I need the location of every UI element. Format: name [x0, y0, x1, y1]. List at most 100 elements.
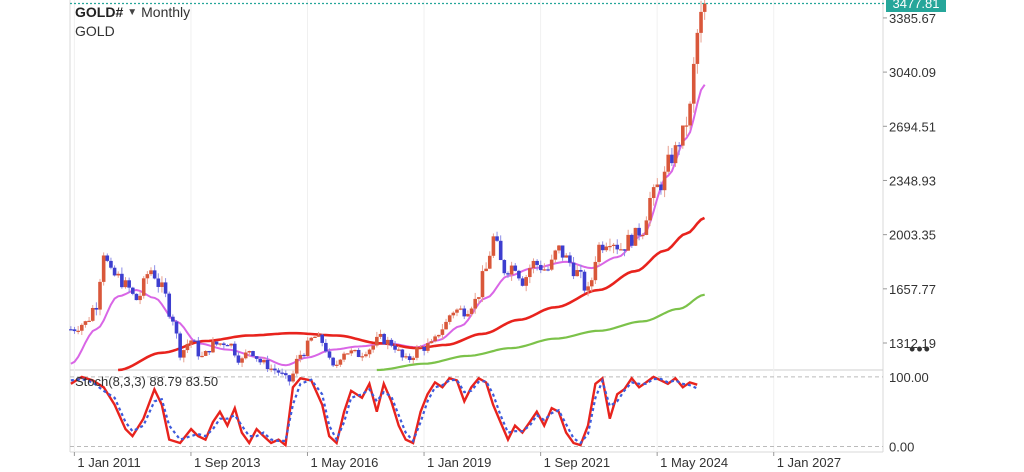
- candle-body: [422, 346, 426, 351]
- candle-body: [506, 273, 510, 275]
- candle-body: [695, 32, 700, 64]
- candle-body: [520, 278, 525, 286]
- candle-body: [214, 341, 219, 345]
- candle-body: [174, 321, 179, 334]
- candle-body: [684, 125, 689, 127]
- candle-body: [568, 255, 572, 263]
- time-tick-label: 1 May 2016: [310, 455, 378, 470]
- price-tick-label: 3040.09: [889, 65, 936, 80]
- candle-body: [211, 341, 215, 353]
- price-tick-label: 2003.35: [889, 228, 936, 243]
- candle-body: [269, 368, 274, 370]
- candle-body: [225, 345, 230, 347]
- stoch-tick-label: 100.00: [889, 370, 929, 385]
- candle-body: [375, 336, 379, 346]
- candle-body: [651, 187, 656, 198]
- candle-body: [254, 356, 259, 359]
- candle-body: [313, 336, 317, 338]
- candle-body: [149, 270, 153, 275]
- candle-body: [462, 308, 467, 317]
- candle-body: [327, 351, 332, 358]
- main-plot-area[interactable]: [70, 0, 883, 370]
- time-tick-label: 1 Jan 2027: [777, 455, 841, 470]
- candle-body: [309, 337, 314, 341]
- candle-body: [436, 334, 441, 337]
- candle-body: [404, 356, 408, 358]
- candle-body: [382, 333, 386, 345]
- candle-body: [637, 227, 641, 236]
- candle-body: [109, 260, 113, 268]
- candle-body: [236, 355, 241, 363]
- candle-body: [666, 154, 671, 172]
- candle-body: [608, 246, 612, 248]
- candlesticks: [69, 0, 707, 386]
- candle-body: [218, 343, 223, 345]
- candle-body: [469, 308, 474, 314]
- candle-body: [571, 262, 576, 277]
- stochastic-label: Stoch(8,3,3) 88.79 83.50: [75, 374, 219, 389]
- candle-body: [542, 269, 547, 271]
- candle-body: [207, 350, 212, 353]
- candle-body: [466, 313, 470, 317]
- candle-body: [334, 364, 339, 366]
- candle-body: [528, 268, 532, 278]
- stoch-main-line: [70, 375, 698, 448]
- candle-body: [575, 270, 579, 277]
- candle-body: [549, 259, 554, 270]
- candle-body: [502, 260, 507, 274]
- candle-body: [345, 353, 350, 355]
- candle-body: [192, 340, 197, 342]
- time-tick-label: 1 May 2024: [660, 455, 728, 470]
- candle-body: [229, 343, 233, 346]
- time-axis-labels: 1 Jan 2011 1 Sep 2013 1 May 2016 1 Jan 2019…: [73, 452, 841, 470]
- candle-body: [364, 354, 368, 357]
- ma-mid-line: [117, 216, 706, 372]
- candle-body: [593, 261, 598, 281]
- candle-body: [83, 321, 88, 325]
- ma-slow-line: [376, 293, 705, 372]
- candle-body: [426, 343, 430, 351]
- stochastic-lines: [70, 375, 698, 448]
- candle-body: [156, 278, 161, 287]
- candle-body: [579, 270, 583, 272]
- time-tick-label: 1 Sep 2013: [194, 455, 261, 470]
- last-price-badge: 3477.81: [886, 0, 946, 12]
- candle-body: [178, 333, 182, 358]
- candle-body: [640, 234, 645, 237]
- candle-body: [338, 359, 343, 365]
- stoch-tick-label: 0.00: [889, 440, 914, 455]
- symbol-selector[interactable]: GOLD# ▼ Monthly: [75, 4, 190, 20]
- candle-body: [513, 265, 518, 271]
- candle-body: [247, 351, 252, 353]
- candle-body: [538, 264, 543, 271]
- price-tick-label: 3385.67: [889, 11, 936, 26]
- main-series-label: GOLD: [75, 23, 115, 39]
- candle-body: [283, 373, 288, 376]
- candle-body: [276, 370, 281, 373]
- caret-down-icon[interactable]: ▼: [127, 6, 138, 18]
- stoch-signal-line: [70, 377, 698, 445]
- candle-body: [458, 308, 463, 310]
- candle-body: [480, 271, 485, 298]
- candle-body: [240, 358, 244, 363]
- candle-body: [196, 340, 201, 357]
- candle-body: [134, 293, 139, 301]
- candle-body: [367, 349, 372, 355]
- candle-body: [145, 274, 150, 279]
- candle-body: [324, 342, 328, 352]
- candle-body: [589, 280, 594, 287]
- candle-body: [495, 236, 499, 241]
- candle-body: [251, 351, 255, 357]
- candle-body: [659, 184, 663, 191]
- candle-body: [648, 197, 652, 221]
- candle-body: [447, 315, 452, 322]
- candle-body: [287, 375, 292, 382]
- candle-body: [127, 280, 131, 288]
- candle-body: [371, 345, 375, 350]
- more-dots-icon[interactable]: •••: [909, 339, 931, 359]
- candle-body: [181, 350, 186, 358]
- grid-lines: [70, 0, 883, 452]
- candle-body: [98, 281, 102, 310]
- candle-body: [87, 320, 91, 323]
